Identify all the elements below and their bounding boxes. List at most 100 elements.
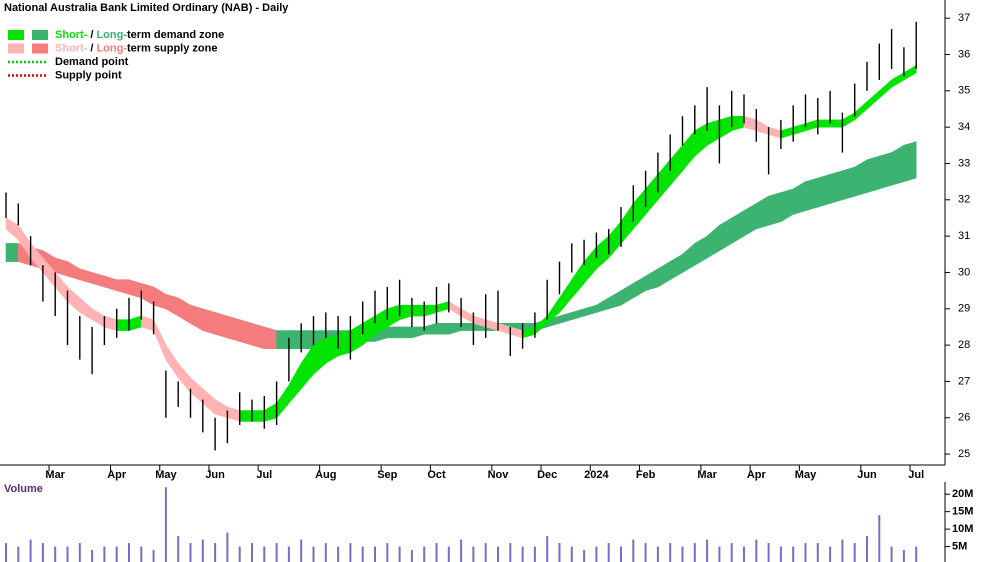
long-term-zone-segment [780, 188, 794, 223]
legend-label-part: term demand zone [127, 29, 224, 41]
legend-swatch [8, 30, 24, 40]
short-term-zone-segment [792, 123, 806, 135]
short-term-zone-segment [829, 119, 843, 128]
long-term-zone-segment [878, 152, 892, 190]
volume-bar [472, 546, 475, 562]
legend-label-part: / [90, 42, 93, 54]
y-tick-label: 29 [958, 303, 970, 315]
volume-bar [570, 546, 573, 562]
volume-bar [312, 546, 315, 562]
long-term-zone-segment [805, 177, 819, 212]
long-term-zone-segment [755, 195, 769, 230]
y-tick-label: 10M [952, 523, 973, 535]
long-term-zone-segment [460, 323, 474, 331]
x-tick-label: Apr [107, 469, 127, 481]
long-term-zone-segment [54, 257, 68, 277]
long-term-zone-segment [300, 330, 314, 350]
volume-bar [484, 543, 487, 562]
legend-label-part: Long- [96, 29, 127, 41]
long-term-zone-segment [214, 312, 228, 339]
long-term-zone-segment [386, 326, 400, 339]
volume-bar [66, 546, 69, 562]
volume-bar [853, 543, 856, 562]
x-tick-label: Nov [488, 469, 510, 481]
y-tick-label: 25 [958, 448, 970, 460]
short-term-zone-segment [288, 362, 302, 405]
long-term-zone-segment [202, 308, 216, 335]
short-term-zone-segment [460, 308, 474, 324]
long-term-zone-segment [91, 272, 105, 288]
volume-bar [263, 546, 266, 562]
short-term-zone-segment [177, 362, 191, 394]
volume-bar [374, 546, 376, 562]
short-term-zone-segment [214, 399, 228, 419]
y-tick-label: 33 [958, 157, 970, 169]
short-term-zone-segment [141, 315, 154, 331]
short-term-zone-segment [866, 90, 880, 110]
volume-bar [435, 543, 438, 562]
short-term-zone-segment [694, 122, 708, 157]
volume-bar [902, 550, 905, 562]
x-tick-label: Aug [315, 469, 336, 481]
long-term-zone-segment [571, 308, 585, 321]
long-term-zone-segment [829, 170, 843, 204]
long-term-zone-segment [288, 330, 302, 350]
long-term-zone-segment [227, 315, 240, 342]
short-term-zone-segment [755, 119, 769, 135]
long-term-zone-segment [448, 323, 462, 335]
volume-bar [349, 543, 352, 562]
short-term-zone-segment [251, 410, 265, 422]
volume-bar [337, 546, 340, 562]
volume-bar [804, 543, 807, 562]
volume-bar [890, 546, 893, 562]
short-term-zone-segment [645, 173, 659, 216]
x-tick-label: Jul [256, 469, 272, 481]
long-term-zone-segment [5, 243, 19, 262]
volume-bar [792, 546, 795, 562]
volume-bar [669, 543, 672, 562]
long-term-zone-segment [694, 235, 708, 266]
short-term-zone-segment [436, 301, 450, 313]
volume-bar [29, 539, 32, 562]
long-term-zone-segment [153, 286, 167, 310]
long-term-zone-segment [743, 202, 757, 237]
volume-bar [656, 546, 659, 562]
long-term-zone-segment [399, 326, 413, 339]
short-term-zone-segment [54, 271, 68, 303]
short-term-zone-segment [165, 344, 179, 379]
long-term-zone-segment [632, 275, 646, 299]
long-term-zone-segment [436, 323, 450, 335]
x-tick-label: Dec [537, 469, 557, 481]
long-term-zone-segment [411, 326, 425, 339]
y-tick-label: 28 [958, 339, 970, 351]
long-term-zone-segment [190, 304, 204, 332]
short-term-zone-segment [706, 119, 720, 146]
volume-bar [361, 546, 364, 562]
short-term-zone-segment [743, 115, 757, 132]
x-tick-label: Oct [427, 469, 446, 481]
short-term-zone-segment [657, 159, 671, 201]
short-term-zone-segment [190, 377, 204, 404]
long-term-zone-segment [177, 297, 191, 324]
volume-bar [91, 550, 94, 562]
short-term-zone-segment [325, 333, 339, 364]
volume-bar [17, 546, 20, 562]
short-term-zone-segment [411, 304, 425, 317]
volume-bar [546, 536, 549, 562]
short-term-zone-segment [620, 202, 634, 245]
legend-swatch [32, 43, 48, 54]
y-tick-label: 26 [958, 412, 970, 424]
short-term-zone-segment [202, 388, 216, 415]
long-term-zone-segment [141, 282, 154, 306]
volume-bar [841, 539, 844, 562]
volume-bar [829, 546, 832, 562]
short-term-zone-segment [239, 410, 253, 422]
volume-bar [410, 550, 413, 562]
short-term-zone-segment [596, 235, 610, 270]
legend-label-part: Long- [96, 42, 127, 54]
short-term-zone-segment [300, 344, 314, 390]
long-term-zone-segment [67, 261, 81, 281]
short-term-zone-segment [632, 188, 646, 230]
short-term-zone-segment [608, 220, 622, 259]
long-term-zone-segment [559, 312, 573, 324]
